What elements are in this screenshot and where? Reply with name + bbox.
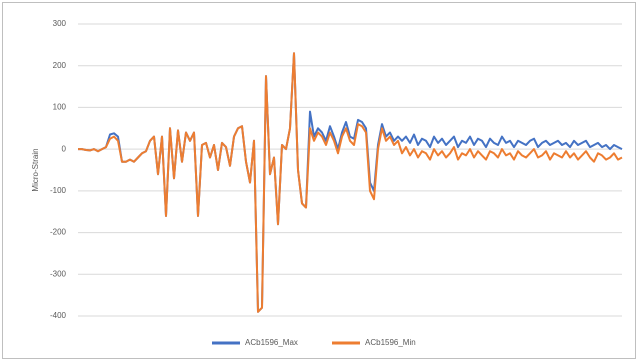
- y-tick-label: 100: [53, 103, 67, 112]
- y-tick-label: 200: [53, 61, 67, 70]
- y-tick-label: 0: [62, 144, 67, 153]
- y-tick-label: -100: [50, 186, 67, 195]
- legend-label: ACb1596_Max: [245, 338, 298, 347]
- y-tick-label: -400: [50, 311, 67, 320]
- y-tick-label: -200: [50, 228, 67, 237]
- y-tick-label: -300: [50, 269, 67, 278]
- legend-label: ACb1596_Min: [365, 338, 416, 347]
- data-line: [78, 52, 623, 313]
- y-axis-label: Micro-Strain: [31, 148, 40, 191]
- y-tick-label: 300: [53, 19, 67, 28]
